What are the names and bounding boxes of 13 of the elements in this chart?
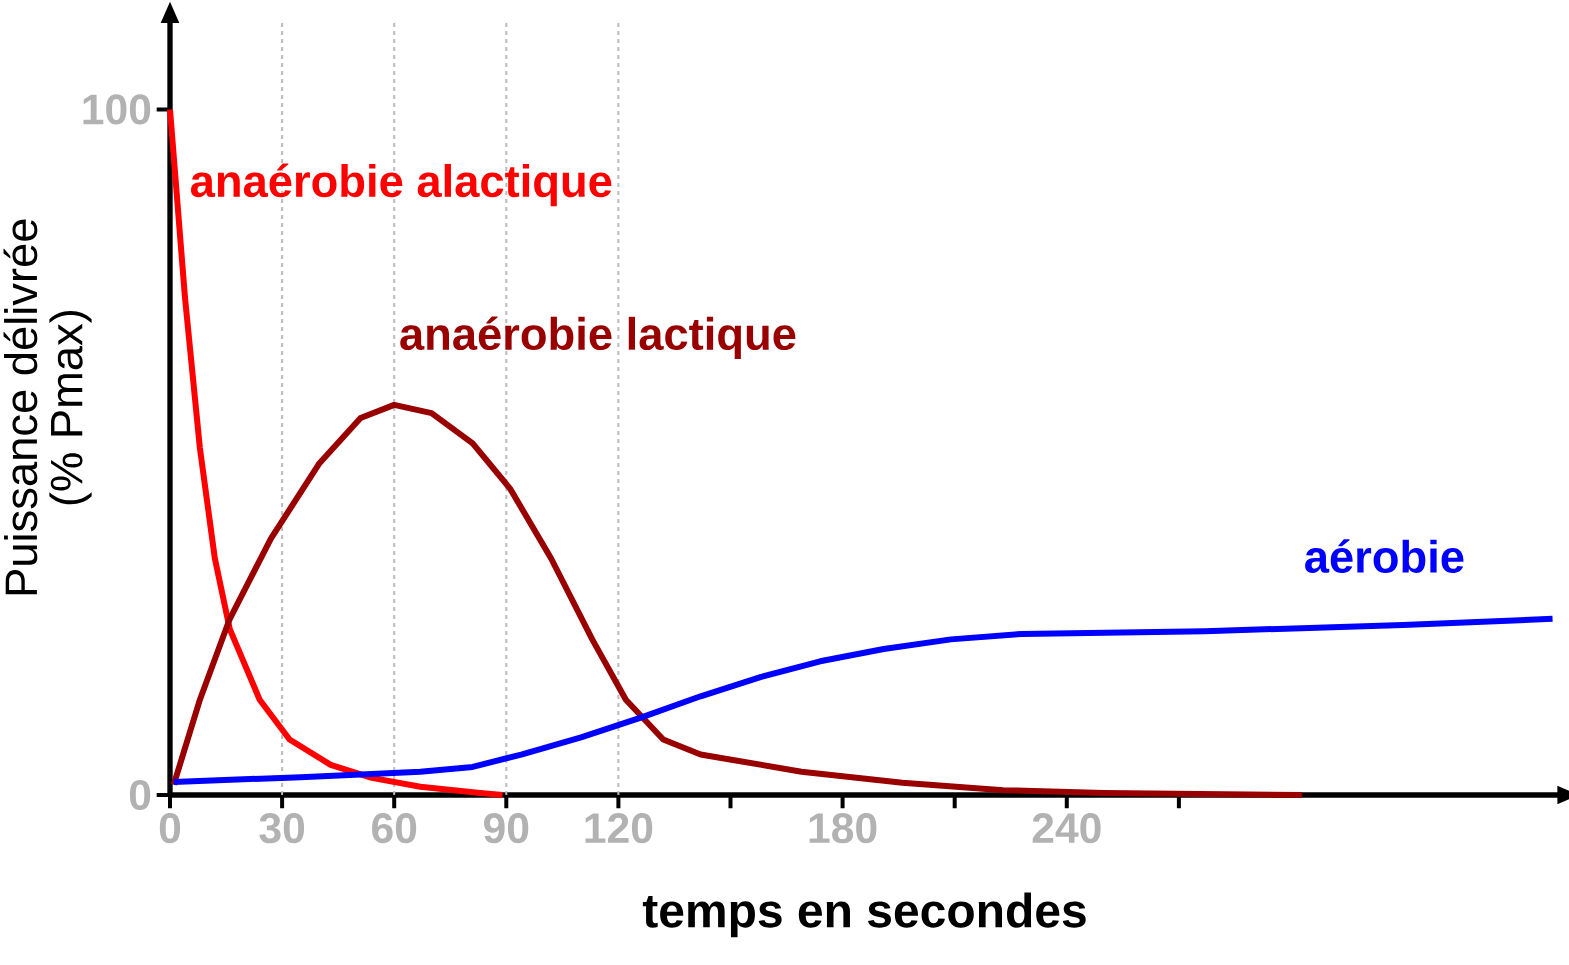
x-tick-label: 120: [585, 813, 653, 844]
series-label: anaérobie alactique: [191, 163, 612, 207]
x-tick-label: 180: [809, 813, 877, 844]
x-tick-label: 30: [259, 813, 305, 844]
x-tick-label: 240: [1032, 813, 1101, 844]
x-tick-label: 90: [484, 813, 529, 844]
series-label: anaérobie lactique: [400, 316, 796, 360]
series-label: aérobie: [1305, 539, 1464, 573]
y-tick-label: 100: [83, 94, 151, 125]
x-tick-label: 0: [159, 813, 181, 844]
x-axis-title: temps en secondes: [642, 892, 1086, 938]
y-axis-title: Puissance délivrée (% Pmax): [3, 219, 92, 595]
x-tick-label: 60: [372, 813, 417, 844]
